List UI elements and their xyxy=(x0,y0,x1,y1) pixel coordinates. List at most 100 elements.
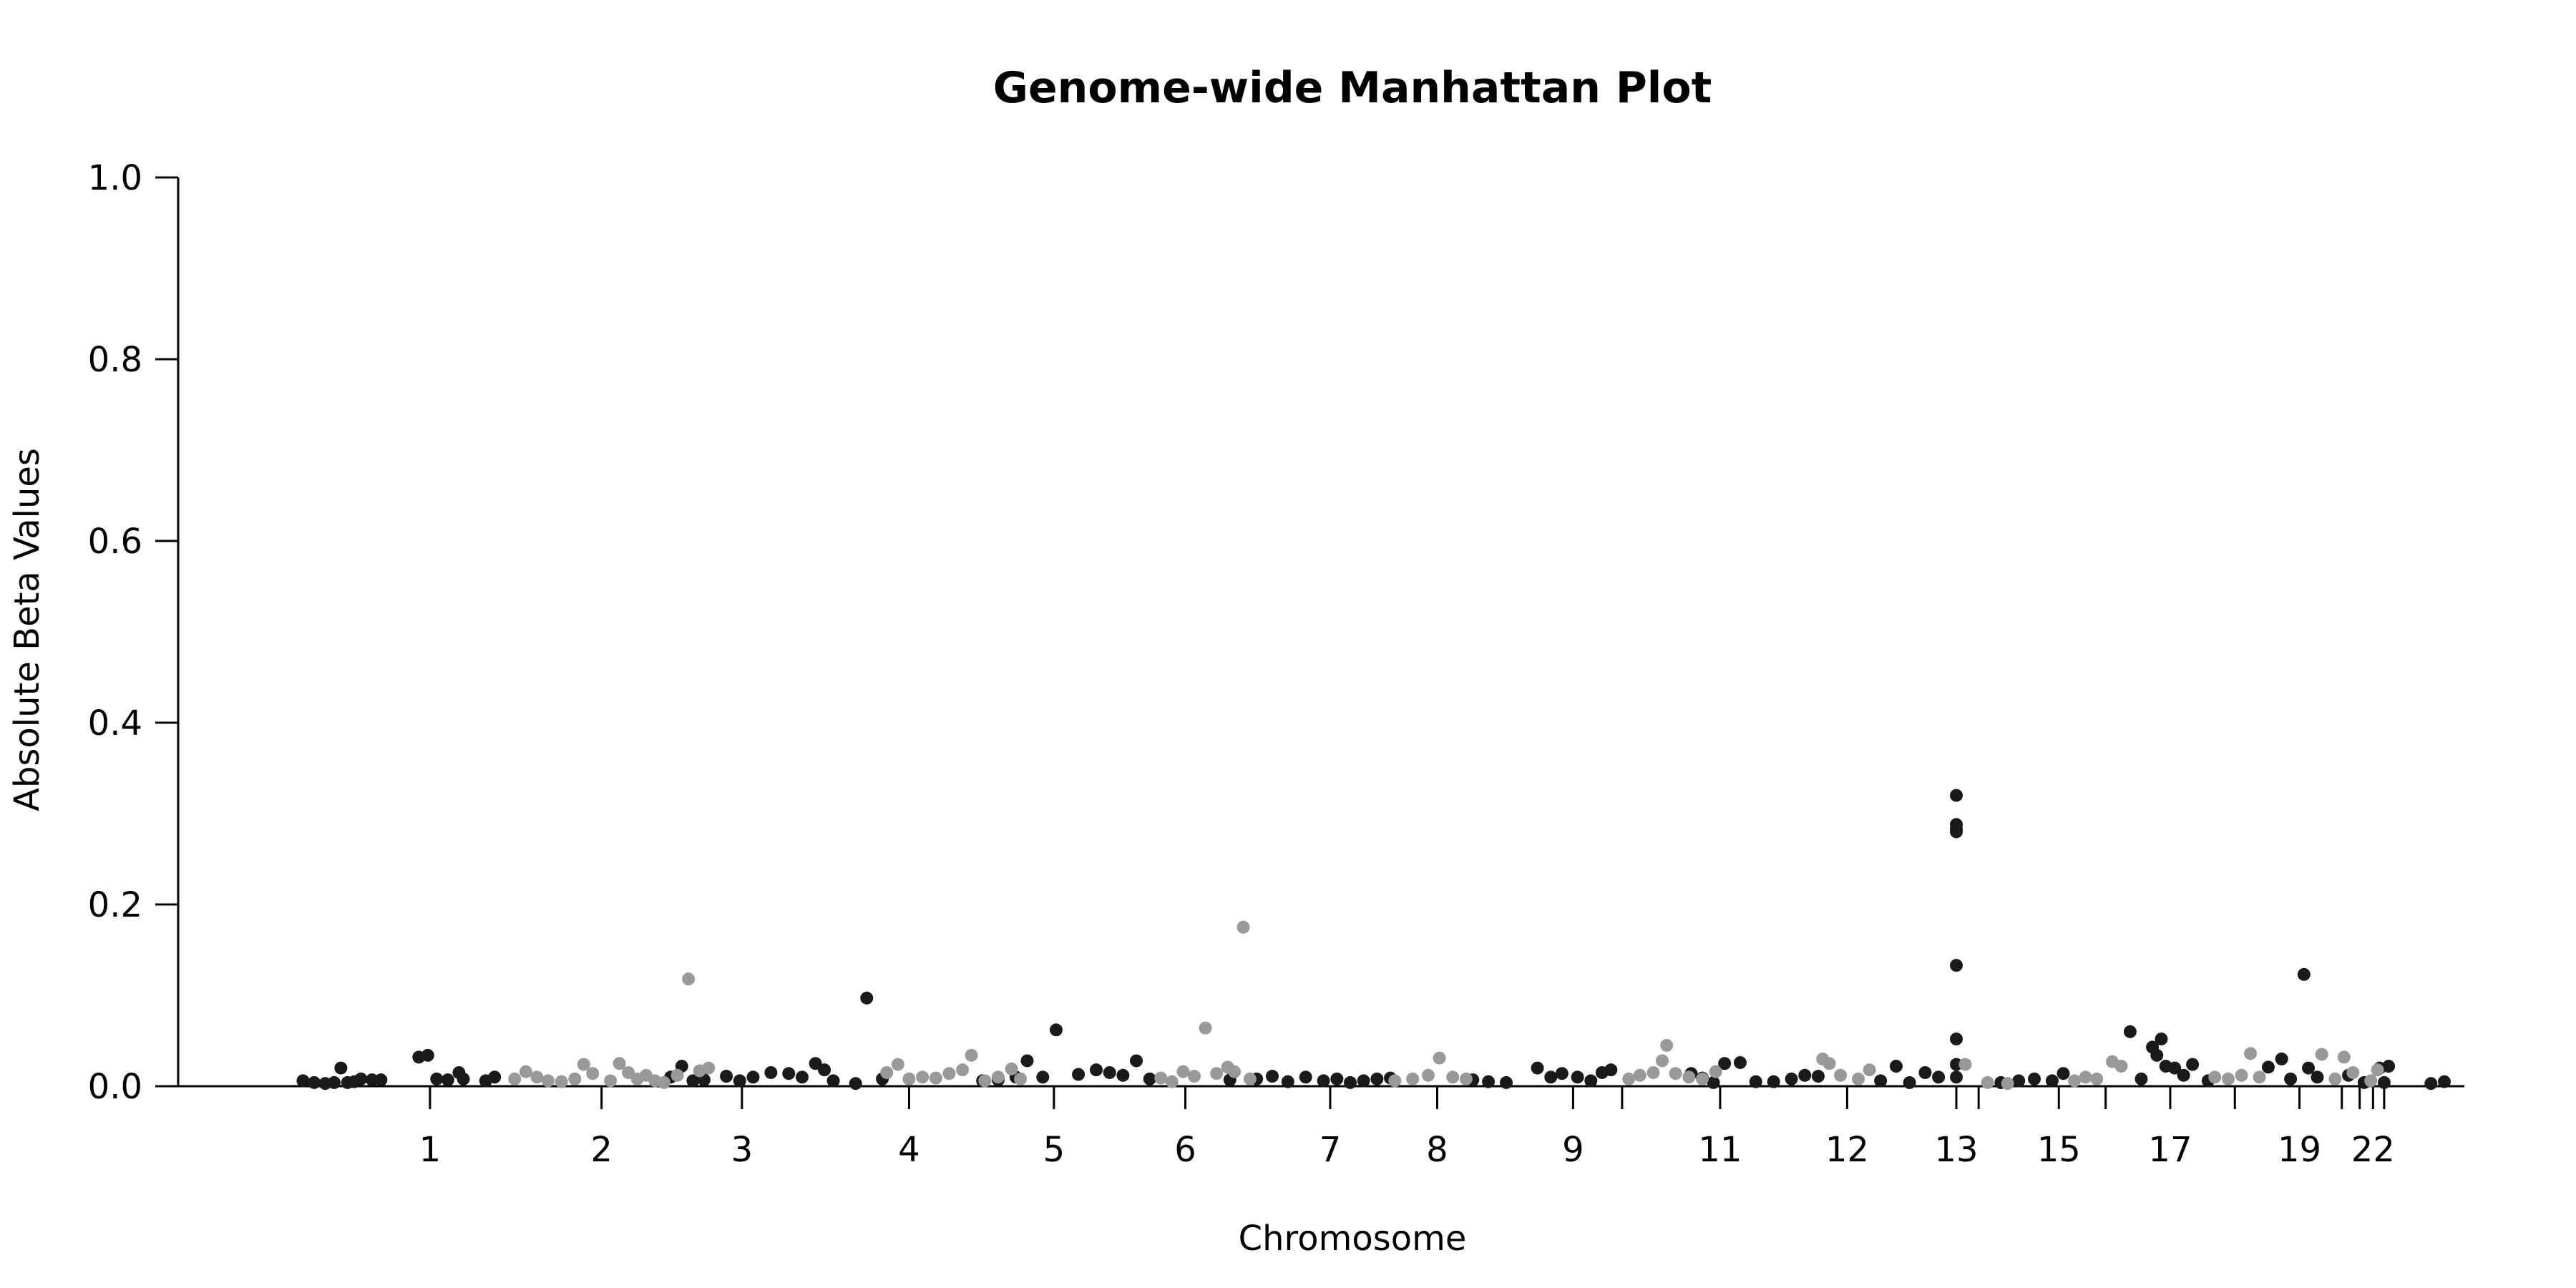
x-tick-label: 13 xyxy=(1934,1130,1978,1170)
data-point xyxy=(1749,1075,1762,1088)
data-point xyxy=(2364,1074,2378,1088)
data-point xyxy=(1243,1072,1257,1085)
data-point xyxy=(1317,1074,1330,1088)
data-point xyxy=(1154,1071,1168,1085)
data-point xyxy=(2068,1074,2082,1088)
data-point xyxy=(2371,1063,2384,1077)
data-point xyxy=(577,1058,590,1071)
data-point xyxy=(826,1074,840,1088)
data-point xyxy=(2275,1052,2288,1065)
x-tick-label: 22 xyxy=(2351,1130,2395,1170)
data-point xyxy=(2424,1077,2438,1091)
data-point xyxy=(1459,1072,1473,1085)
data-point xyxy=(978,1074,992,1088)
data-point xyxy=(818,1063,831,1077)
data-point xyxy=(795,1070,809,1084)
data-point xyxy=(1918,1065,1932,1079)
data-point xyxy=(1072,1068,1085,1081)
data-point xyxy=(1499,1075,1513,1089)
data-point xyxy=(1669,1067,1682,1080)
data-point xyxy=(354,1072,368,1085)
data-point xyxy=(2346,1065,2360,1079)
data-point xyxy=(365,1073,379,1087)
data-point xyxy=(334,1061,348,1075)
data-point xyxy=(1036,1070,1050,1084)
data-point xyxy=(1176,1065,1190,1078)
data-point xyxy=(1958,1058,1972,1071)
data-point xyxy=(809,1057,822,1070)
data-point xyxy=(1622,1072,1636,1085)
data-point xyxy=(430,1072,444,1085)
data-point xyxy=(457,1072,470,1085)
data-point xyxy=(2155,1032,2168,1045)
x-tick-label: 2 xyxy=(590,1130,613,1170)
data-point xyxy=(956,1063,970,1077)
data-point xyxy=(1281,1075,1294,1088)
data-point xyxy=(613,1057,626,1070)
data-point xyxy=(2123,1025,2137,1038)
data-point xyxy=(1950,1070,1963,1084)
data-point xyxy=(682,972,696,986)
data-point xyxy=(1950,1032,1963,1045)
data-point xyxy=(1823,1057,1836,1070)
data-point xyxy=(555,1075,568,1088)
data-point xyxy=(965,1048,978,1062)
x-tick-label: 6 xyxy=(1174,1130,1196,1170)
data-point xyxy=(2001,1077,2014,1091)
data-point xyxy=(929,1071,942,1085)
data-point xyxy=(1236,920,1250,934)
data-point xyxy=(1932,1070,1946,1084)
x-tick-label: 4 xyxy=(898,1130,920,1170)
data-point xyxy=(1655,1054,1669,1068)
data-point xyxy=(2337,1050,2351,1064)
data-point xyxy=(720,1070,733,1083)
data-point xyxy=(1660,1038,1674,1052)
data-point xyxy=(1707,1075,1720,1089)
data-point xyxy=(1682,1070,1696,1084)
data-point xyxy=(2244,1047,2258,1060)
data-point xyxy=(1544,1070,1558,1084)
x-tick-label: 19 xyxy=(2278,1130,2321,1170)
data-point xyxy=(541,1074,555,1088)
data-point xyxy=(2302,1061,2316,1075)
data-point xyxy=(1696,1072,1709,1085)
y-tick-label: 0.8 xyxy=(88,340,142,380)
data-point xyxy=(2168,1061,2182,1075)
data-point xyxy=(2057,1067,2070,1080)
data-point xyxy=(1584,1074,1598,1088)
data-point xyxy=(508,1072,522,1085)
x-tick-label: 9 xyxy=(1562,1130,1584,1170)
x-axis-label: Chromosome xyxy=(1239,1219,1467,1259)
data-point xyxy=(916,1070,930,1084)
data-point xyxy=(1344,1075,1357,1089)
data-point xyxy=(1199,1021,1212,1035)
data-point xyxy=(1049,1023,1063,1037)
data-point xyxy=(2208,1070,2222,1084)
data-point xyxy=(307,1075,321,1089)
data-point xyxy=(2377,1075,2391,1089)
data-point xyxy=(1370,1072,1384,1085)
data-point xyxy=(1903,1075,1916,1089)
data-point xyxy=(2261,1060,2275,1074)
data-point xyxy=(1020,1054,1034,1068)
data-point xyxy=(1188,1070,1201,1083)
data-point xyxy=(421,1048,434,1062)
data-point xyxy=(1266,1070,1279,1083)
data-point xyxy=(1863,1063,1876,1077)
y-tick-label: 1.0 xyxy=(88,158,142,198)
data-point xyxy=(2221,1072,2235,1085)
data-point xyxy=(374,1073,388,1087)
y-tick-label: 0.2 xyxy=(88,885,142,925)
data-point xyxy=(1014,1072,1028,1085)
data-point xyxy=(604,1074,618,1088)
data-point xyxy=(1005,1062,1018,1075)
data-point xyxy=(1433,1051,1446,1065)
data-point xyxy=(1874,1074,1888,1088)
data-point xyxy=(1646,1065,1660,1079)
data-point xyxy=(746,1070,760,1084)
x-tick-label: 15 xyxy=(2037,1130,2081,1170)
x-tick-label: 5 xyxy=(1043,1130,1065,1170)
data-point xyxy=(860,991,874,1005)
x-tick-label: 1 xyxy=(419,1130,441,1170)
data-point xyxy=(1950,789,1963,802)
